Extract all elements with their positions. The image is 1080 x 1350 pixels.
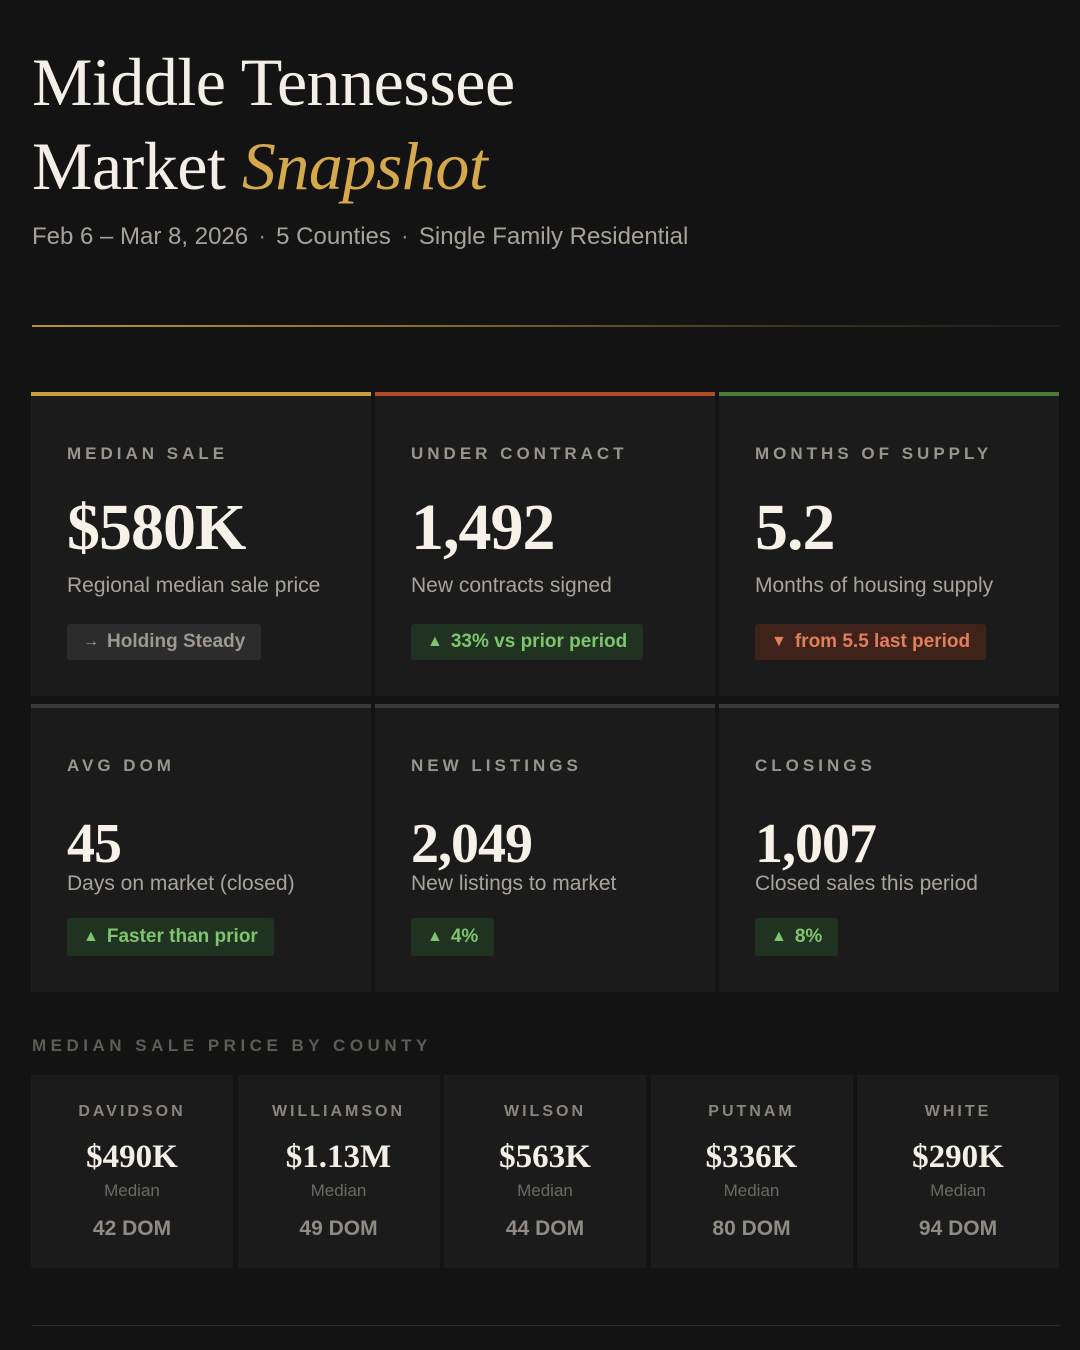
county-name: WILSON xyxy=(504,1103,586,1120)
county-card-putnam: PUTNAM $336K Median 80 DOM xyxy=(650,1075,853,1268)
county-card-wilson: WILSON $563K Median 44 DOM xyxy=(444,1075,646,1268)
metric-card-under-contract: UNDER CONTRACT 1,492 New contracts signe… xyxy=(375,392,715,696)
title-line-2-plain: Market xyxy=(32,128,226,204)
metric-label: CLOSINGS xyxy=(755,756,876,775)
title-line-1: Middle Tennessee xyxy=(32,44,515,120)
county-median-label: Median xyxy=(310,1181,367,1200)
county-dom: 49 DOM xyxy=(299,1217,378,1240)
county-dom: 80 DOM xyxy=(712,1217,791,1240)
separator-dot: · xyxy=(400,223,409,250)
metric-label: MONTHS OF SUPPLY xyxy=(755,444,993,463)
metric-description: Closed sales this period xyxy=(755,872,978,895)
metric-description: New contracts signed xyxy=(411,574,612,597)
county-median-label: Median xyxy=(930,1181,986,1200)
metric-description: Days on market (closed) xyxy=(67,872,295,895)
status-badge: ▲ 33% vs prior period xyxy=(411,624,644,660)
badge-text: Holding Steady xyxy=(107,631,246,652)
triangle-up-icon: ▲ xyxy=(427,633,443,650)
county-median-label: Median xyxy=(104,1181,160,1200)
status-badge: → Holding Steady xyxy=(67,624,262,660)
county-name: WILLIAMSON xyxy=(271,1103,406,1120)
metric-description: New listings to market xyxy=(411,872,617,895)
metric-description: Regional median sale price xyxy=(67,574,321,597)
county-price: $1.13M xyxy=(285,1139,392,1175)
county-cards: DAVIDSON $490K Median 42 DOM WILLIAMSON … xyxy=(31,1075,1059,1268)
county-section-title: MEDIAN SALE PRICE BY COUNTY xyxy=(32,1036,432,1055)
badge-text: 4% xyxy=(450,926,479,947)
county-name: WHITE xyxy=(924,1103,992,1120)
county-card-williamson: WILLIAMSON $1.13M Median 49 DOM xyxy=(237,1075,440,1268)
county-name: DAVIDSON xyxy=(78,1103,186,1120)
triangle-up-icon: ▲ xyxy=(771,928,787,945)
header-divider xyxy=(32,325,1060,327)
triangle-up-icon: ▲ xyxy=(83,928,99,945)
status-badge: ▲ Faster than prior xyxy=(67,918,274,956)
county-dom: 42 DOM xyxy=(92,1217,172,1240)
county-name: PUTNAM xyxy=(708,1103,795,1120)
separator-dot: · xyxy=(258,223,267,250)
status-badge: ▲ 8% xyxy=(755,918,839,956)
county-price: $563K xyxy=(499,1139,591,1175)
metric-value: 2,049 xyxy=(411,813,533,875)
county-card-white: WHITE $290K Median 94 DOM xyxy=(857,1075,1059,1268)
page-title: Middle Tennessee Market Snapshot xyxy=(32,40,515,208)
metric-card-avg-dom: AVG DOM 45 Days on market (closed) ▲ Fas… xyxy=(31,704,371,992)
county-median-label: Median xyxy=(723,1181,780,1200)
county-count: 5 Counties xyxy=(276,223,391,250)
county-card-davidson: DAVIDSON $490K Median 42 DOM xyxy=(31,1075,233,1268)
badge-text: 33% vs prior period xyxy=(450,631,628,652)
title-accent: Snapshot xyxy=(241,128,488,204)
status-badge: ▼ from 5.5 last period xyxy=(755,624,987,660)
county-dom: 44 DOM xyxy=(505,1217,585,1240)
county-price: $290K xyxy=(912,1139,1004,1175)
metric-label: MEDIAN SALE xyxy=(67,444,229,463)
metric-value: 1,492 xyxy=(411,491,555,564)
county-price: $490K xyxy=(86,1139,178,1175)
metric-description: Months of housing supply xyxy=(755,574,994,597)
subtitle: Feb 6 – Mar 8, 2026 · 5 Counties · Single Fa… xyxy=(32,222,688,252)
metric-card-median-sale: MEDIAN SALE $580K Regional median sale p… xyxy=(31,392,371,696)
county-median-label: Median xyxy=(517,1181,573,1200)
metric-card-months-of-supply: MONTHS OF SUPPLY 5.2 Months of housing s… xyxy=(719,392,1059,696)
badge-text: 8% xyxy=(794,926,823,947)
county-dom: 94 DOM xyxy=(918,1217,998,1240)
date-range: Feb 6 – Mar 8, 2026 xyxy=(32,223,249,250)
metric-label: NEW LISTINGS xyxy=(411,756,582,775)
arrow-right-icon: → xyxy=(83,633,99,650)
metric-value: 1,007 xyxy=(755,813,877,875)
metric-value: 45 xyxy=(67,813,122,875)
county-price: $336K xyxy=(705,1139,798,1175)
triangle-down-icon: ▼ xyxy=(771,633,787,650)
metric-value: $580K xyxy=(67,491,246,564)
metric-card-closings: CLOSINGS 1,007 Closed sales this period … xyxy=(719,704,1059,992)
metric-label: AVG DOM xyxy=(67,756,175,775)
footer-divider xyxy=(32,1325,1060,1326)
badge-text: Faster than prior xyxy=(106,926,258,947)
badge-text: from 5.5 last period xyxy=(794,631,971,652)
metric-label: UNDER CONTRACT xyxy=(411,444,628,463)
metric-card-new-listings: NEW LISTINGS 2,049 New listings to marke… xyxy=(375,704,715,992)
property-type: Single Family Residential xyxy=(418,223,689,250)
metrics-grid: MEDIAN SALE $580K Regional median sale p… xyxy=(31,392,1059,992)
triangle-up-icon: ▲ xyxy=(427,928,443,945)
metric-value: 5.2 xyxy=(755,491,835,564)
status-badge: ▲ 4% xyxy=(411,918,495,956)
